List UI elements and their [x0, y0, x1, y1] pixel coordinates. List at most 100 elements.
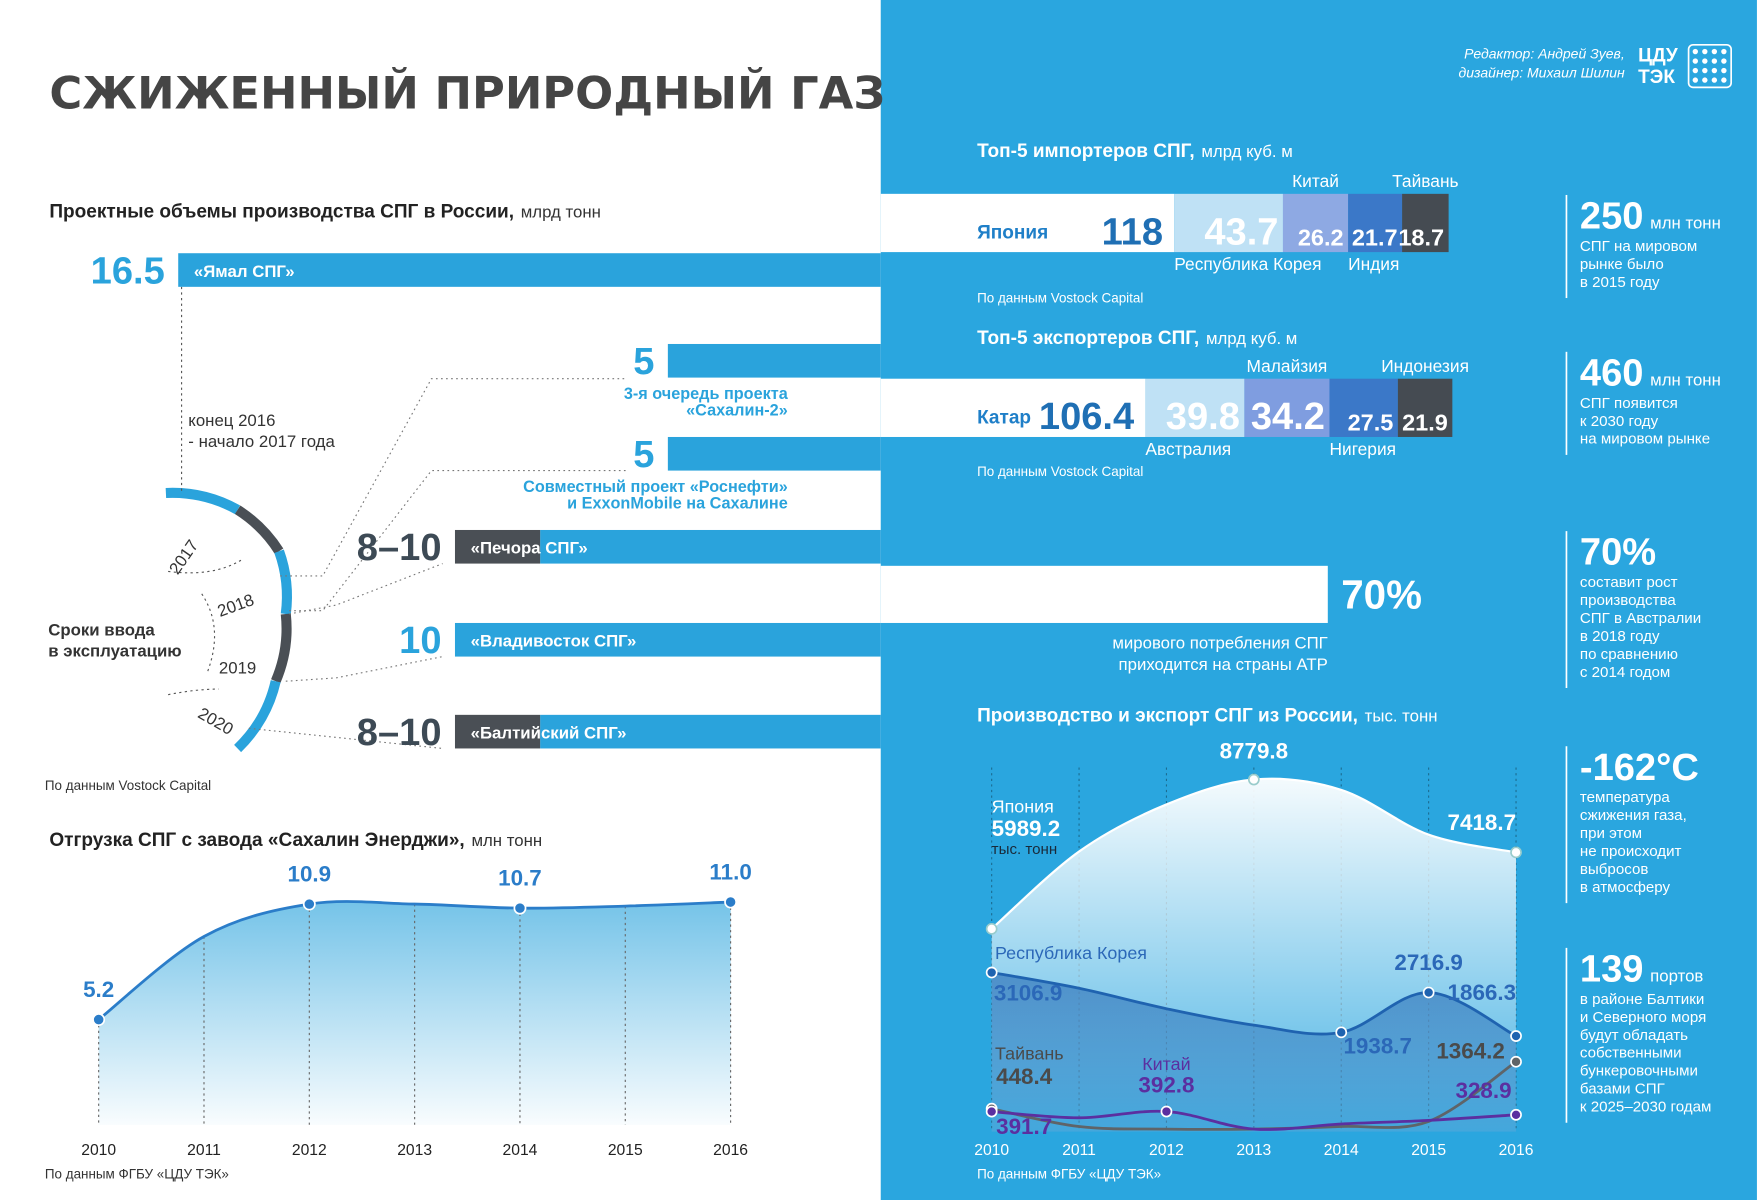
data-label: 392.8	[1138, 1072, 1194, 1097]
area	[98, 901, 731, 1125]
project-bar	[454, 622, 881, 657]
project-bar-range	[454, 529, 541, 564]
divider	[168, 559, 242, 574]
fact-text: составит рост	[1580, 574, 1678, 591]
logo-dot	[1711, 67, 1718, 74]
fact-value: 70%	[1580, 532, 1656, 574]
timeline-dividers	[168, 286, 242, 696]
point	[985, 1105, 998, 1118]
connector	[289, 470, 628, 612]
data-label: 1938.7	[1343, 1034, 1411, 1059]
timeline-year: 2019	[219, 658, 256, 677]
chart-title-part: Производство и экспорт СПГ из России,	[977, 706, 1358, 727]
chart-title: Топ-5 экспортеров СПГ, млрд куб. м	[977, 328, 1297, 349]
project-bar	[667, 343, 881, 378]
fact-value: -162°C	[1580, 747, 1699, 789]
section-title: Проектные объемы производства СПГ в Росс…	[49, 201, 601, 222]
project-name: Совместный проект «Роснефти»	[523, 478, 788, 496]
logo-dot	[1692, 77, 1698, 83]
area	[991, 972, 1517, 1132]
data-label: 10.7	[498, 866, 542, 891]
connector	[289, 563, 443, 615]
project-bar	[540, 529, 881, 564]
series-unit: тыс. тонн	[992, 841, 1058, 858]
project-bar-range	[454, 714, 541, 749]
arc-segment	[165, 487, 241, 515]
logo-dot	[1711, 77, 1718, 83]
fact-text: на мировом рынке	[1580, 431, 1710, 448]
point	[1247, 773, 1260, 786]
fact-text: к 2030 году	[1580, 413, 1659, 430]
project-name: «Балтийский СПГ»	[471, 723, 627, 742]
data-label: 43.7	[1204, 211, 1278, 253]
fact-text: СПГ появится	[1580, 395, 1678, 412]
fact-text: в районе Балтики	[1580, 991, 1704, 1008]
point	[302, 897, 316, 911]
fact-text: по сравнению	[1580, 646, 1678, 663]
share-bar	[880, 565, 1328, 623]
fact-value: 460 млн тонн	[1580, 352, 1721, 394]
fact-value-part: -162°C	[1580, 747, 1699, 789]
divider	[168, 688, 219, 696]
point	[1335, 1026, 1348, 1039]
x-tick-label: 2012	[292, 1142, 327, 1159]
bar-label: Австралия	[1145, 439, 1231, 459]
logo-dot	[1711, 48, 1718, 55]
arc-segment	[271, 613, 292, 684]
x-tick-label: 2011	[187, 1142, 221, 1159]
chart-title: Топ-5 импортеров СПГ, млрд куб. м	[977, 141, 1293, 162]
timeline-start: конец 2016	[188, 411, 275, 430]
fact-value-part: 139	[1580, 949, 1644, 991]
logo-text: ТЭК	[1638, 67, 1675, 88]
data-label: 34.2	[1251, 396, 1325, 438]
logo-dot	[1702, 67, 1708, 74]
point	[985, 966, 998, 979]
logo-dot	[1692, 58, 1698, 64]
fact-value-part: млн тонн	[1650, 214, 1721, 233]
bar-label: Тайвань	[1392, 171, 1459, 191]
point	[1422, 986, 1435, 999]
fact-text: производства	[1580, 592, 1676, 609]
fact-text: и Северного моря	[1580, 1009, 1706, 1026]
fact-text: не происходит	[1580, 843, 1682, 860]
data-label: 448.4	[996, 1064, 1053, 1089]
point	[1510, 1055, 1522, 1068]
connectors	[248, 378, 628, 750]
timeline-arc	[165, 487, 292, 753]
data-label: 118	[1102, 211, 1163, 253]
logo-dot	[1702, 58, 1708, 64]
data-label: 8779.8	[1220, 738, 1288, 763]
fact-value: 139 портов	[1580, 949, 1704, 991]
logo-icon	[1687, 43, 1733, 89]
data-label: 21.9	[1402, 409, 1448, 435]
point	[1510, 1108, 1522, 1121]
fact-value-part: 250	[1580, 196, 1644, 238]
x-tick-label: 2016	[713, 1142, 748, 1159]
data-label: 21.7	[1352, 224, 1398, 250]
data-label: 328.9	[1456, 1078, 1512, 1103]
bar-segment	[1174, 193, 1283, 253]
logo-dot	[1702, 77, 1708, 83]
fact-text: базами СПГ	[1580, 1081, 1665, 1098]
chart-title-part: млрд куб. м	[1206, 329, 1297, 348]
data-label: 106.4	[1039, 396, 1134, 438]
chart-title-part: Топ-5 экспортеров СПГ,	[977, 328, 1199, 349]
source: По данным ФГБУ «ЦДУ ТЭК»	[45, 1167, 229, 1182]
data-label: 3106.9	[994, 981, 1062, 1006]
data-label: 10.9	[288, 862, 332, 887]
bar-label: Индия	[1348, 254, 1399, 274]
bar-label: Япония	[977, 223, 1048, 244]
bar-label: Республика Корея	[1174, 254, 1321, 274]
fact-text: при этом	[1580, 825, 1642, 842]
data-label: 5989.2	[992, 816, 1060, 841]
connector	[280, 378, 628, 577]
connector	[248, 727, 443, 750]
logo-dot	[1721, 67, 1727, 74]
x-tick-label: 2013	[397, 1142, 432, 1159]
x-tick-label: 2014	[503, 1142, 538, 1159]
chart-title: Производство и экспорт СПГ из России, тыс…	[977, 706, 1437, 727]
series-label: Тайвань	[995, 1043, 1064, 1063]
project-value: 10	[399, 620, 441, 662]
